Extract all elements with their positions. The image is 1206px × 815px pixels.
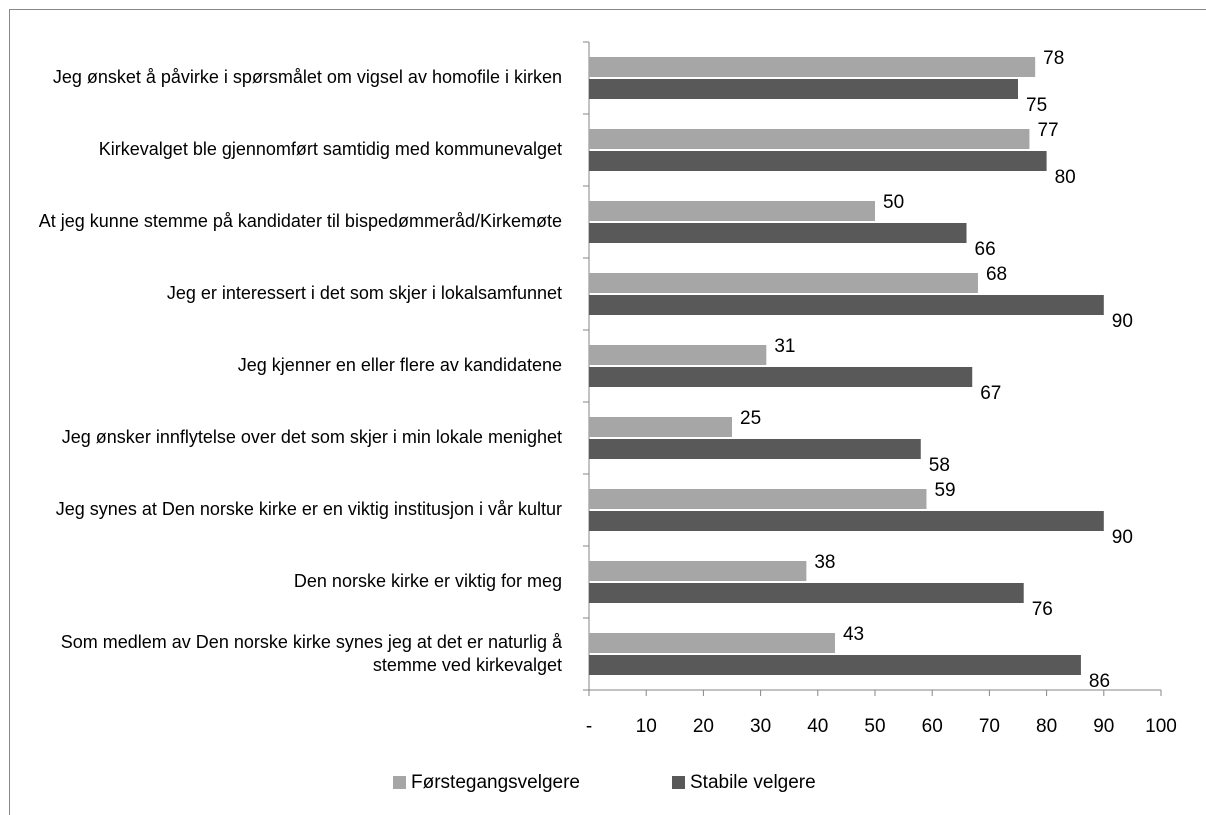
category-label: Den norske kirke er viktig for meg — [293, 571, 562, 592]
frame — [9, 9, 1206, 815]
value-label: 78 — [1043, 48, 1064, 69]
category-label: Som medlem av Den norske kirke synes jeg… — [60, 631, 562, 675]
bar — [589, 295, 1104, 315]
value-label: 25 — [740, 408, 761, 429]
value-label: 68 — [986, 264, 1007, 285]
value-label: 50 — [883, 192, 904, 213]
legend-label: Stabile velgere — [690, 772, 816, 793]
value-label: 67 — [980, 383, 1001, 404]
value-label: 31 — [774, 336, 795, 357]
value-label: 86 — [1089, 671, 1110, 692]
legend-label: Førstegangsvelgere — [411, 772, 580, 793]
bar — [589, 417, 732, 437]
category-label: Jeg ønsker innflytelse over det som skje… — [61, 427, 562, 448]
legend-swatch — [393, 776, 406, 789]
value-label: 59 — [934, 480, 955, 501]
category-label: Jeg er interessert i det som skjer i lok… — [166, 283, 562, 304]
bar — [589, 489, 927, 509]
bar — [589, 201, 875, 221]
value-label: 77 — [1037, 120, 1058, 141]
bar — [589, 129, 1030, 149]
bar — [589, 561, 807, 581]
bar — [589, 345, 767, 365]
x-tick-label: 70 — [979, 716, 1000, 737]
x-tick-label: 10 — [636, 716, 657, 737]
x-tick-label: 80 — [1036, 716, 1057, 737]
category-label: At jeg kunne stemme på kandidater til bi… — [38, 211, 562, 232]
x-tick-label: 60 — [922, 716, 943, 737]
x-tick-label: 50 — [864, 716, 885, 737]
bar — [589, 583, 1024, 603]
x-tick-label: 100 — [1145, 716, 1177, 737]
bar — [589, 223, 967, 243]
legend-swatch — [672, 776, 685, 789]
value-label: 38 — [814, 552, 835, 573]
bar — [589, 273, 978, 293]
bar — [589, 151, 1047, 171]
category-label: Jeg kjenner en eller flere av kandidaten… — [237, 355, 562, 376]
bar — [589, 511, 1104, 531]
x-tick-label: 20 — [693, 716, 714, 737]
bar — [589, 57, 1036, 77]
x-tick-label: 90 — [1093, 716, 1114, 737]
category-label: Kirkevalget ble gjennomført samtidig med… — [98, 139, 562, 160]
x-tick-label: 30 — [750, 716, 771, 737]
x-tick-label: - — [586, 716, 592, 737]
value-label: 76 — [1032, 599, 1053, 620]
value-label: 75 — [1026, 95, 1047, 116]
bar — [589, 439, 921, 459]
x-tick-label: 40 — [807, 716, 828, 737]
bar — [589, 655, 1081, 675]
value-label: 43 — [843, 624, 864, 645]
value-label: 90 — [1112, 311, 1133, 332]
value-label: 90 — [1112, 527, 1133, 548]
value-label: 66 — [975, 239, 996, 260]
category-label: Jeg ønsket å påvirke i spørsmålet om vig… — [52, 67, 562, 88]
bar — [589, 79, 1018, 99]
bar — [589, 367, 973, 387]
bar — [589, 633, 835, 653]
value-label: 80 — [1055, 167, 1076, 188]
value-label: 58 — [929, 455, 950, 476]
category-label: Jeg synes at Den norske kirke er en vikt… — [55, 499, 562, 520]
